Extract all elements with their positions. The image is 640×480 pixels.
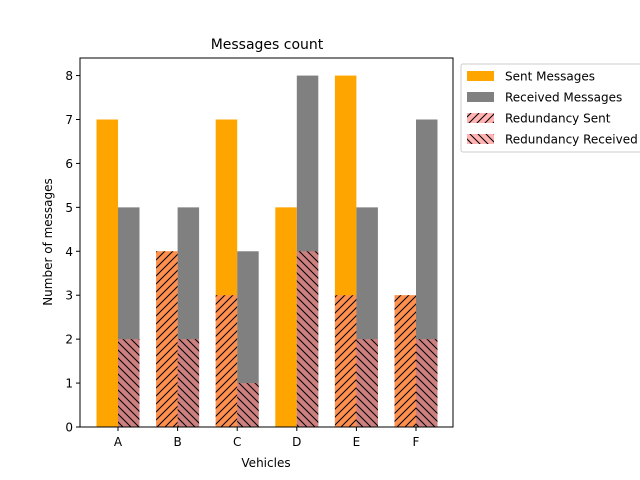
bar-redundancy-sent-C — [215, 295, 238, 427]
bar-redundancy-sent-F — [394, 295, 416, 427]
legend-label-sent-messages: Sent Messages — [505, 70, 595, 84]
legend-swatch-redundancy-received — [467, 134, 494, 144]
x-axis: A B C D E F — [114, 427, 420, 449]
legend-frame — [460, 63, 640, 153]
chart-title: Messages count — [211, 37, 324, 53]
y-tick-label: 0 — [65, 421, 73, 435]
legend-label-redundancy-received: Redundancy Received — [505, 133, 638, 147]
bar-redundancy-received-C — [237, 383, 259, 427]
x-tick-label: C — [233, 435, 241, 449]
y-tick-label: 1 — [65, 377, 73, 391]
bar-redundancy-sent-B — [156, 251, 178, 427]
legend-swatch-sent-messages — [467, 71, 494, 81]
bar-redundancy-received-B — [177, 339, 200, 427]
x-tick-label: B — [173, 435, 181, 449]
legend-label-redundancy-sent: Redundancy Sent — [505, 112, 611, 126]
y-tick-label: 7 — [65, 113, 73, 127]
legend: Sent Messages Received Messages Redundancy… — [460, 63, 640, 153]
y-axis: 0 1 2 3 4 5 6 7 8 — [65, 69, 80, 435]
y-tick-label: 8 — [65, 69, 73, 83]
bar-redundancy-received-A — [118, 339, 140, 427]
x-tick-label: F — [413, 435, 420, 449]
x-axis-label: Vehicles — [241, 456, 290, 470]
bar-redundancy-received-D — [296, 251, 319, 427]
plot-frame — [79, 57, 454, 428]
bar-redundancy-sent-E — [334, 295, 357, 427]
legend-label-received-messages: Received Messages — [505, 91, 622, 105]
x-tick-label: A — [114, 435, 123, 449]
y-tick-label: 5 — [65, 201, 73, 215]
bar-sent-messages-A — [96, 119, 118, 427]
bars-group — [96, 75, 438, 428]
y-tick-label: 6 — [65, 157, 73, 171]
y-axis-label: Number of messages — [41, 178, 55, 306]
bar-redundancy-received-E — [356, 339, 378, 427]
x-tick-label: D — [292, 435, 301, 449]
y-tick-label: 4 — [65, 245, 73, 259]
x-tick-label: E — [353, 435, 361, 449]
legend-swatch-redundancy-sent — [467, 113, 494, 123]
legend-swatch-received-messages — [467, 92, 494, 102]
y-tick-label: 2 — [65, 333, 73, 347]
bar-sent-messages-D — [275, 207, 297, 427]
y-tick-label: 3 — [65, 289, 73, 303]
bar-redundancy-received-F — [416, 339, 438, 427]
